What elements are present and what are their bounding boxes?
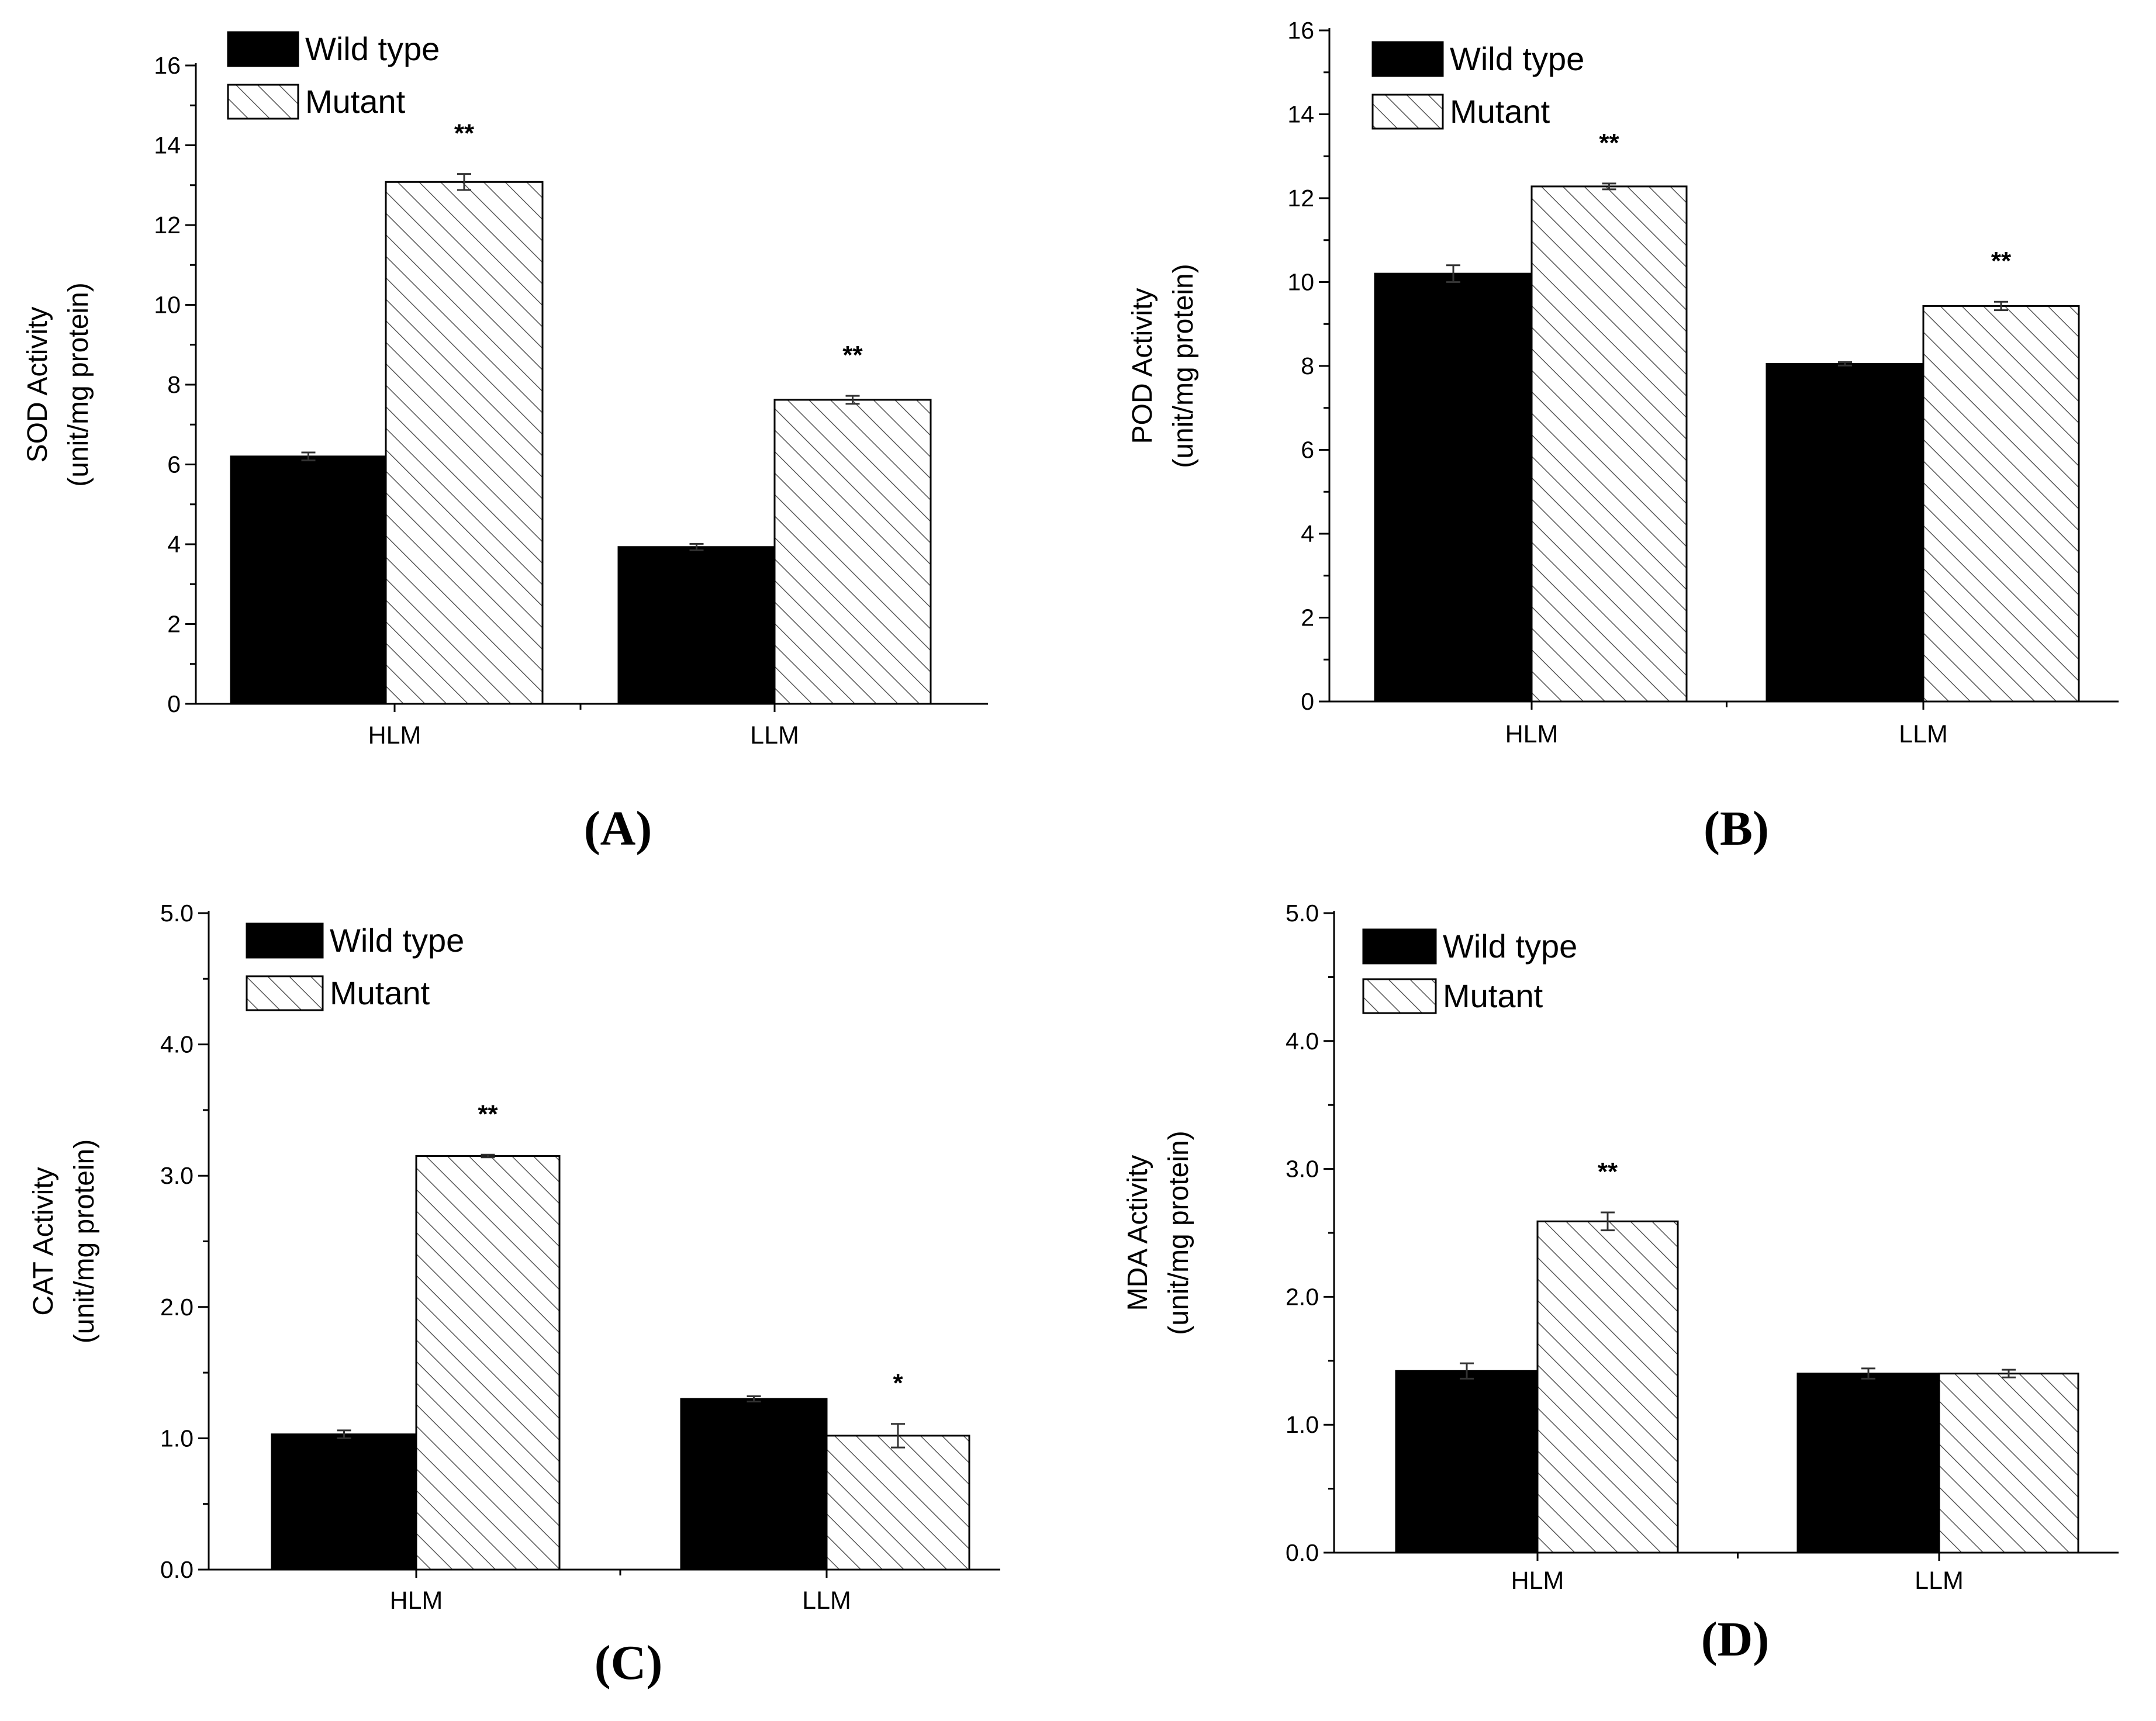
legend-label: Wild type xyxy=(1450,40,1584,77)
legend-swatch-wild-type xyxy=(246,922,324,959)
y-axis-subtitle: (unit/mg protein) xyxy=(1168,264,1199,468)
y-tick-label: 16 xyxy=(1287,17,1314,44)
panel-label: (D) xyxy=(1701,1612,1770,1667)
bar-mutant xyxy=(385,181,544,705)
legend-label: Mutant xyxy=(1443,977,1543,1014)
x-tick-label: HLM xyxy=(1511,1567,1564,1595)
chart-panel: 0 2 4 6 8 10 12 14 16 HLM LLM ** ** Wild type Mutant SO… xyxy=(22,30,988,856)
legend-swatch-mutant xyxy=(1371,94,1444,130)
significance-marker: ** xyxy=(478,1100,498,1128)
y-axis-subtitle: (unit/mg protein) xyxy=(63,282,94,486)
chart-panel: 0.0 1.0 2.0 3.0 4.0 5.0 HLM LLM ** Wild type Mutan… xyxy=(1122,900,2119,1667)
y-tick-label: 6 xyxy=(1301,437,1314,464)
x-tick-label: HLM xyxy=(368,721,421,749)
y-tick-label: 14 xyxy=(154,132,181,159)
bar-wild-type xyxy=(230,455,387,705)
legend-label: Mutant xyxy=(1450,93,1550,130)
y-axis-subtitle: (unit/mg protein) xyxy=(1163,1131,1194,1335)
bar-wild-type xyxy=(271,1433,417,1571)
y-tick-label: 4 xyxy=(167,531,181,558)
x-tick-label: LLM xyxy=(750,721,799,749)
bar-mutant xyxy=(773,399,932,705)
x-tick-label: HLM xyxy=(1505,720,1559,748)
y-tick-label: 6 xyxy=(167,451,181,478)
panel-label: (A) xyxy=(584,801,652,856)
bar-mutant xyxy=(1922,305,2080,703)
legend-swatch-wild-type xyxy=(227,31,299,67)
y-tick-label: 2 xyxy=(1301,604,1314,631)
legend-swatch-mutant xyxy=(1362,978,1437,1014)
y-tick-label: 3.0 xyxy=(1286,1156,1319,1183)
y-tick-label: 0.0 xyxy=(1286,1539,1319,1566)
bar-wild-type xyxy=(1395,1370,1539,1554)
legend-swatch-mutant xyxy=(227,84,299,120)
significance-marker: ** xyxy=(1599,129,1619,157)
significance-marker: * xyxy=(893,1369,903,1398)
bar-wild-type xyxy=(1374,272,1533,703)
y-tick-label: 3.0 xyxy=(160,1162,194,1189)
y-tick-label: 4.0 xyxy=(160,1031,194,1058)
y-tick-label: 5.0 xyxy=(1286,900,1319,927)
legend-label: Mutant xyxy=(305,83,406,120)
y-tick-label: 2.0 xyxy=(1286,1283,1319,1310)
y-tick-label: 4 xyxy=(1301,520,1314,547)
y-tick-label: 14 xyxy=(1287,101,1314,128)
significance-marker: ** xyxy=(1598,1157,1618,1186)
y-tick-label: 12 xyxy=(154,212,181,239)
y-axis-title: SOD Activity xyxy=(22,307,53,463)
y-axis-subtitle: (unit/mg protein) xyxy=(69,1139,100,1343)
significance-marker: ** xyxy=(1991,247,2012,275)
legend-label: Mutant xyxy=(330,974,430,1011)
bar-wild-type xyxy=(1765,362,1924,703)
x-tick-label: HLM xyxy=(390,1587,443,1615)
x-tick-label: LLM xyxy=(1915,1567,1964,1595)
y-tick-label: 8 xyxy=(1301,353,1314,379)
y-tick-label: 4.0 xyxy=(1286,1028,1319,1055)
legend-swatch-wild-type xyxy=(1362,928,1437,965)
bar-wild-type xyxy=(1796,1373,1940,1554)
chart-panel: 0 2 4 6 8 10 12 14 16 HLM LLM ** ** Wild type Mutant PO… xyxy=(1127,17,2119,856)
y-tick-label: 10 xyxy=(154,292,181,319)
y-tick-label: 10 xyxy=(1287,269,1314,296)
y-tick-label: 12 xyxy=(1287,185,1314,212)
x-tick-label: LLM xyxy=(1899,720,1948,748)
bar-mutant xyxy=(1938,1373,2079,1554)
panel-label: (C) xyxy=(595,1636,663,1690)
legend-label: Wild type xyxy=(305,30,440,67)
y-tick-label: 16 xyxy=(154,52,181,79)
bar-mutant xyxy=(415,1155,561,1571)
bar-mutant xyxy=(1530,185,1688,703)
bar-wild-type xyxy=(617,546,776,705)
y-tick-label: 0 xyxy=(167,690,181,717)
y-axis-title: POD Activity xyxy=(1127,288,1158,444)
y-tick-label: 2 xyxy=(167,611,181,638)
y-axis-title: CAT Activity xyxy=(28,1167,59,1315)
y-tick-label: 0.0 xyxy=(160,1556,194,1583)
bar-mutant xyxy=(1536,1220,1679,1554)
legend-swatch-wild-type xyxy=(1371,41,1444,77)
charts-container: 0 2 4 6 8 10 12 14 16 HLM LLM ** ** Wild type Mutant SO… xyxy=(22,17,2119,1690)
y-tick-label: 5.0 xyxy=(160,900,194,927)
y-tick-label: 2.0 xyxy=(160,1294,194,1321)
y-tick-label: 0 xyxy=(1301,688,1314,715)
y-axis-title: MDA Activity xyxy=(1122,1155,1153,1311)
x-tick-label: LLM xyxy=(802,1587,851,1615)
panel-label: (B) xyxy=(1704,801,1769,856)
significance-marker: ** xyxy=(454,119,475,148)
significance-marker: ** xyxy=(842,341,863,369)
legend-swatch-mutant xyxy=(246,975,324,1011)
bar-mutant xyxy=(825,1435,970,1571)
legend-label: Wild type xyxy=(1443,928,1577,965)
legend-label: Wild type xyxy=(330,922,464,959)
y-tick-label: 1.0 xyxy=(1286,1411,1319,1438)
y-tick-label: 8 xyxy=(167,371,181,398)
y-tick-label: 1.0 xyxy=(160,1425,194,1452)
bar-wild-type xyxy=(680,1398,828,1571)
